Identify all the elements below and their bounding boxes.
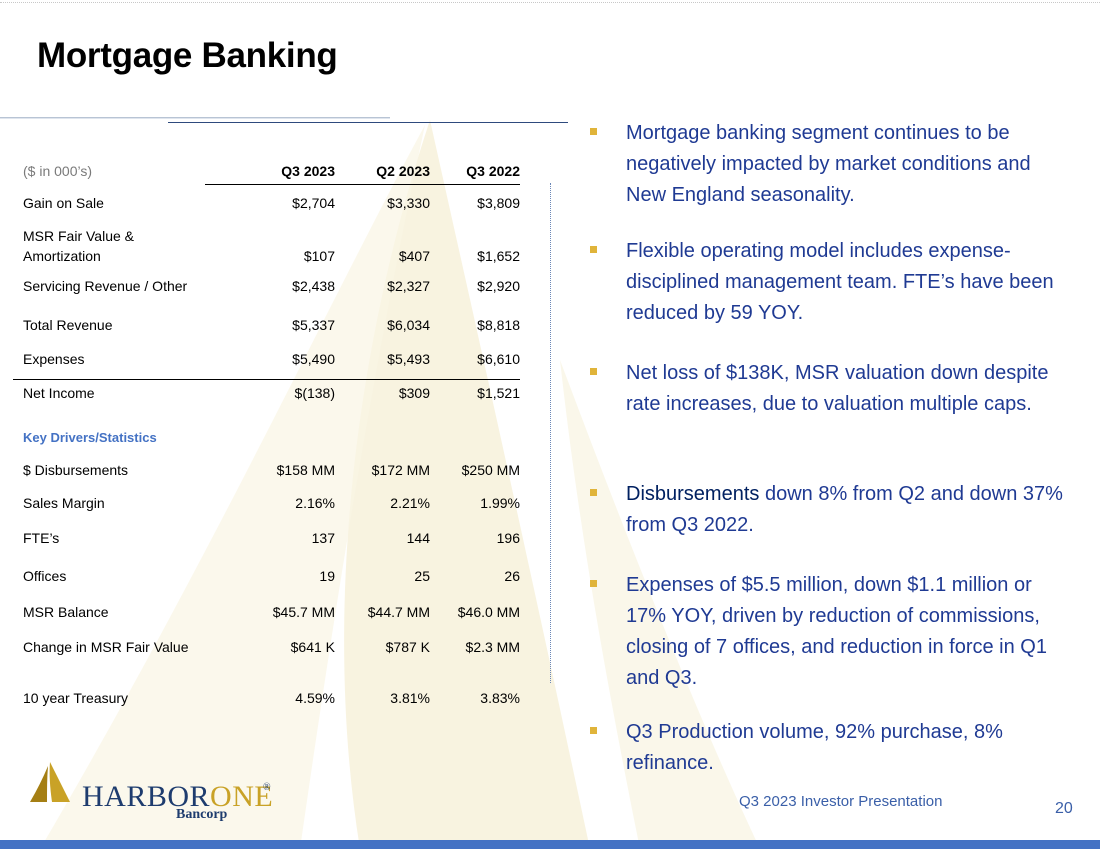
table-row: Sales Margin 2.16% 2.21% 1.99% (23, 495, 520, 511)
column-divider (550, 183, 551, 683)
table-row-net-income: Net Income $(138) $309 $1,521 (23, 385, 520, 401)
table-header: ($ in 000’s) Q3 2023 Q2 2023 Q3 2022 (13, 163, 520, 183)
table-row: 10 year Treasury 4.59% 3.81% 3.83% (23, 690, 520, 706)
bottom-accent-bar (0, 840, 1100, 849)
square-bullet-icon (590, 580, 597, 587)
title-rule (0, 117, 390, 118)
title-rule-shadow (0, 118, 390, 119)
table-row: Expenses $5,490 $5,493 $6,610 (23, 351, 520, 367)
top-border (0, 2, 1100, 3)
table-row: Amortization $107 $407 $1,652 (23, 248, 520, 264)
col-header-q3-2022: Q3 2022 (466, 163, 520, 179)
col-header-q2-2023: Q2 2023 (376, 163, 430, 179)
table-row: MSR Fair Value & (23, 228, 134, 244)
table-row: MSR Balance $45.7 MM $44.7 MM $46.0 MM (23, 604, 520, 620)
header-underline (205, 184, 520, 185)
square-bullet-icon (590, 727, 597, 734)
page-title: Mortgage Banking (37, 36, 338, 75)
footer-title: Q3 2023 Investor Presentation (739, 793, 943, 810)
table-row: Servicing Revenue / Other $2,438 $2,327 … (23, 278, 520, 294)
logo-wordmark: HARBORONE (82, 780, 274, 813)
table-row: Change in MSR Fair Value $641 K $787 K $… (23, 639, 520, 655)
table-row: Gain on Sale $2,704 $3,330 $3,809 (23, 195, 520, 211)
key-drivers-heading: Key Drivers/Statistics (23, 430, 157, 445)
page-number: 20 (1055, 800, 1073, 817)
units-label: ($ in 000’s) (23, 163, 93, 179)
table-row: $ Disbursements $158 MM $172 MM $250 MM (23, 462, 520, 478)
logo-subtitle: Bancorp (176, 807, 228, 822)
sail-logo-icon (30, 762, 70, 802)
square-bullet-icon (590, 368, 597, 375)
table-row: Offices 19 25 26 (23, 568, 520, 584)
square-bullet-icon (590, 246, 597, 253)
net-income-rule (13, 379, 520, 380)
registered-mark: ® (263, 782, 271, 793)
table-row: FTE’s 137 144 196 (23, 530, 520, 546)
square-bullet-icon (590, 128, 597, 135)
col-header-q3-2023: Q3 2023 (281, 163, 335, 179)
square-bullet-icon (590, 489, 597, 496)
title-rule-accent (168, 122, 568, 123)
harborone-logo: HARBORONE ® Bancorp (30, 760, 290, 830)
table-row: Total Revenue $5,337 $6,034 $8,818 (23, 317, 520, 333)
